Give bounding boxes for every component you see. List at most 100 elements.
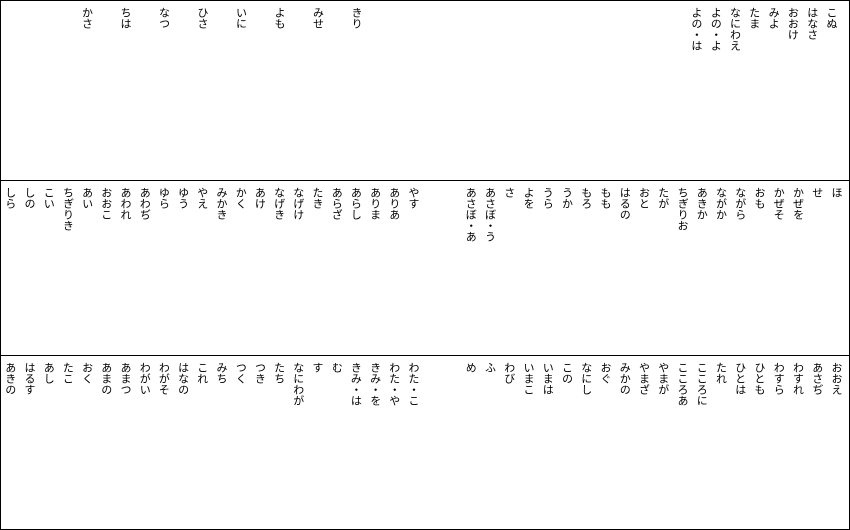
- kimariji: かぜそ: [772, 187, 786, 220]
- kimariji: たち: [272, 362, 286, 384]
- kimariji: なにわが: [291, 362, 305, 406]
- kimariji: かさ: [80, 7, 94, 29]
- kimariji: め: [464, 362, 478, 373]
- kimariji: あらざ: [330, 187, 344, 220]
- kimariji: ながら: [733, 187, 747, 220]
- kimariji: ちは: [119, 7, 132, 29]
- kimariji: ほ: [830, 187, 843, 198]
- kimariji: いまは: [541, 362, 555, 395]
- kimariji: しの: [23, 187, 36, 209]
- kimariji: きみ・は: [349, 362, 363, 406]
- kimariji: わた・や: [387, 362, 401, 406]
- kimariji: あまの: [99, 362, 113, 395]
- kimariji: おおけ: [786, 7, 800, 40]
- kimariji: なげけ: [291, 187, 305, 220]
- kimariji: わすら: [772, 362, 786, 395]
- kimariji: なげき: [272, 187, 286, 220]
- kimariji: わがそ: [157, 362, 171, 395]
- kimariji: みち: [215, 362, 228, 384]
- kimariji: わび: [502, 362, 516, 384]
- kimariji: なつ: [157, 7, 171, 29]
- kimariji: こぬ: [825, 7, 838, 29]
- kimariji: たき: [311, 187, 324, 209]
- kimariji: おと: [637, 187, 651, 209]
- kimariji: うら: [541, 187, 555, 209]
- kimariji: ありま: [368, 187, 382, 220]
- kimariji: たま: [747, 7, 761, 29]
- kimariji: おぐ: [599, 362, 612, 384]
- kimariji: あさぼ・う: [483, 187, 497, 242]
- panel: おおえ あさぢ わすれ わすら ひとも ひとは たれ こころに こころあ やまが やまざ みかの おぐな…: [0, 355, 850, 530]
- kimariji: もろ: [579, 187, 593, 209]
- kimariji: あい: [80, 187, 94, 209]
- kimariji: ゆら: [157, 187, 171, 209]
- kimariji: はるす: [23, 362, 36, 395]
- kimariji: さ: [502, 187, 516, 198]
- kimariji: おおえ: [830, 362, 843, 395]
- panel: ほせかぜを かぜそ おも ながら ながか あきか ちぎりお たが おと はるの もも もろ うか うら よを…: [0, 180, 850, 356]
- kimariji: おく: [80, 362, 94, 384]
- kimariji: あまつ: [119, 362, 132, 395]
- kimariji: こころに: [695, 362, 709, 406]
- kimariji: うか: [560, 187, 574, 209]
- kimariji: す: [311, 362, 324, 373]
- kimariji: ひとは: [733, 362, 747, 395]
- kimariji: やす: [407, 187, 420, 209]
- kimariji: いまこ: [522, 362, 535, 395]
- kimariji: つき: [253, 362, 267, 384]
- kimariji: あきか: [695, 187, 709, 220]
- kimariji: ちぎりお: [676, 187, 689, 231]
- kimariji: やえ: [195, 187, 209, 209]
- kimariji: みせ: [311, 7, 325, 29]
- kimariji: ありあ: [387, 187, 401, 220]
- kimariji: ちぎりき: [61, 187, 75, 231]
- kimariji: きり: [350, 7, 363, 29]
- kimariji: かく: [234, 187, 248, 209]
- kimariji: わがい: [138, 362, 152, 395]
- kimariji: せ: [810, 187, 824, 198]
- kimariji: たれ: [714, 362, 728, 384]
- kimariji: ひとも: [753, 362, 766, 395]
- kimariji: はなの: [176, 362, 190, 395]
- kimariji: こころあ: [676, 362, 689, 406]
- kimariji: みよ: [767, 7, 781, 29]
- kimariji: こい: [42, 187, 56, 209]
- kimariji: つく: [234, 362, 248, 384]
- kimariji: おおこ: [99, 187, 113, 220]
- kimariji: あさぼ・あ: [464, 187, 478, 242]
- kimariji: やまざ: [637, 362, 651, 395]
- kimariji: この: [560, 362, 574, 384]
- kimariji: よを: [522, 187, 535, 209]
- kimariji: みかの: [618, 362, 632, 395]
- kimariji: たが: [656, 187, 670, 209]
- kimariji: なにわえ: [728, 7, 742, 51]
- kimariji: よも: [273, 7, 286, 29]
- kimariji: わすれ: [791, 362, 805, 395]
- kimariji: いに: [234, 7, 248, 29]
- kimariji: たこ: [61, 362, 75, 384]
- kimariji: あわれ: [119, 187, 132, 220]
- kimariji: ふ: [483, 362, 497, 373]
- kimariji: もも: [599, 187, 612, 209]
- kimariji: あきの: [3, 362, 17, 395]
- kimariji: かぜを: [791, 187, 805, 220]
- kimariji: これ: [195, 362, 209, 384]
- kimariji: あわぢ: [138, 187, 152, 220]
- kimariji: なにし: [579, 362, 593, 395]
- kimariji: はるの: [618, 187, 632, 220]
- panel: こぬ はなさ おおけ みよ たま なにわえ よの・よ よの・は きり みせ よも いに ひさ なつ ちは かさ: [0, 0, 850, 181]
- kimariji: はなさ: [805, 7, 819, 40]
- kimariji: む: [330, 362, 344, 373]
- kimariji: あけ: [253, 187, 267, 209]
- kimariji: わた・こ: [407, 362, 420, 406]
- kimariji: おも: [753, 187, 766, 209]
- kimariji: ひさ: [196, 7, 209, 29]
- kimariji: ながか: [714, 187, 728, 220]
- kimariji: みかき: [215, 187, 228, 220]
- kimariji: しら: [3, 187, 17, 209]
- kimariji: やまが: [656, 362, 670, 395]
- kimariji: あらし: [349, 187, 363, 220]
- kimariji: よの・よ: [709, 7, 723, 51]
- kimariji: ゆう: [176, 187, 190, 209]
